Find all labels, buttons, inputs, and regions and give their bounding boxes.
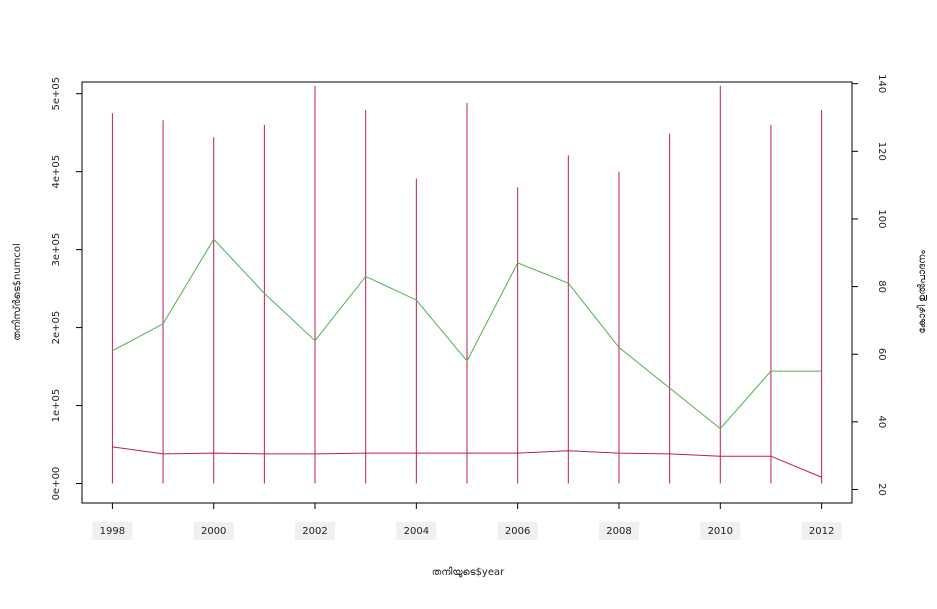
- y2-tick-label: 20: [876, 483, 887, 496]
- plot-frame: [81, 81, 853, 504]
- x-tick-bg: [801, 522, 842, 540]
- series-line: [112, 238, 822, 430]
- x-tick-label: 2006: [505, 526, 530, 537]
- x-tick-label: 2008: [606, 526, 631, 537]
- y-tick-label: 3e+05: [51, 233, 62, 267]
- y2-tick-label: 40: [876, 415, 887, 428]
- y2-tick-label: 120: [876, 142, 887, 161]
- x-tick-bg: [598, 522, 639, 540]
- x-tick-label: 2002: [302, 526, 327, 537]
- y2-tick-label: 80: [876, 280, 887, 293]
- x-axis-label: തനിയുടെ$year: [432, 566, 505, 578]
- x-tick-bg: [295, 522, 336, 540]
- x-tick-label: 2004: [404, 526, 429, 537]
- y2-tick-label: 140: [876, 74, 887, 93]
- y2-axis-label: കോഴി ഉൽപാദനം: [916, 250, 928, 334]
- y2-tick-label: 60: [876, 348, 887, 361]
- x-tick-bg: [497, 522, 538, 540]
- x-tick-label: 2012: [809, 526, 834, 537]
- x-tick-bg: [193, 522, 234, 540]
- y-axis-label: തനിസ്ർടെ$numcol: [11, 243, 23, 341]
- x-tick-bg: [700, 522, 741, 540]
- y-tick-label: 5e+05: [51, 77, 62, 111]
- y-tick-label: 0e+00: [51, 467, 62, 501]
- x-tick-label: 2010: [708, 526, 733, 537]
- x-tick-bg: [92, 522, 133, 540]
- y-tick-label: 2e+05: [51, 311, 62, 345]
- x-tick-bg: [396, 522, 437, 540]
- y2-tick-label: 100: [876, 209, 887, 228]
- x-tick-label: 1998: [100, 526, 125, 537]
- y-tick-label: 4e+05: [51, 155, 62, 189]
- x-tick-label: 2000: [201, 526, 226, 537]
- y-tick-label: 1e+05: [51, 389, 62, 423]
